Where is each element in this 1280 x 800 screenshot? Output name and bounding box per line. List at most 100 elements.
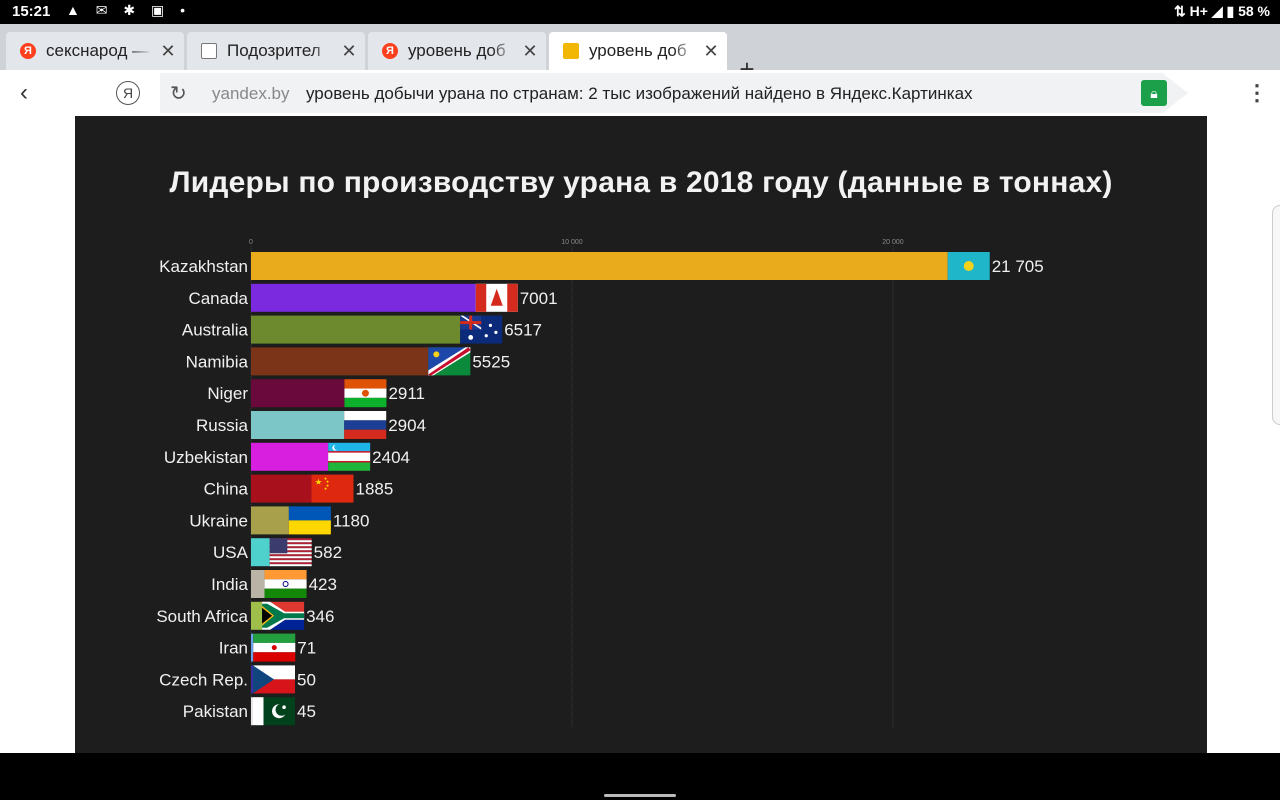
india-flag (264, 570, 307, 598)
south-africa-flag (262, 601, 305, 630)
bar-chart: 0 10 000 20 000 Kazakhstan 21 705 Canada 7001 A… (156, 239, 1044, 728)
tab-1[interactable]: Я секснарод — ✕ (6, 32, 184, 70)
china-flag (311, 474, 354, 503)
notification-icons: ▲ ✉ ✱ ▣ • (66, 2, 192, 18)
tab-4-active[interactable]: уровень доб ✕ (549, 32, 727, 70)
value-label: 582 (314, 543, 342, 562)
cell-signal-icon: ◢ (1207, 3, 1227, 19)
tab-2[interactable]: Подозрител ✕ (187, 32, 365, 70)
navigation-bar (0, 753, 1280, 800)
status-bar: 15:21 ▲ ✉ ✱ ▣ • ⇅ H+ ◢ ▮ 58 % (0, 0, 1280, 24)
kazakhstan-flag (947, 252, 990, 280)
tab-label: уровень доб (408, 41, 506, 60)
value-label: 2911 (388, 384, 425, 403)
value-label: 21 705 (992, 257, 1044, 276)
value-label: 346 (306, 607, 334, 626)
chart-title: Лидеры по производству урана в 2018 году… (169, 166, 1113, 199)
battery-icon: ▮ (1226, 3, 1239, 19)
value-label: 6517 (504, 321, 542, 340)
x-tick-label: 10 000 (561, 239, 583, 246)
menu-dots-icon[interactable]: ⋮ (1246, 80, 1268, 105)
category-label: South Africa (156, 607, 248, 626)
category-label: Australia (182, 321, 249, 340)
category-label: Kazakhstan (159, 257, 248, 276)
niger-flag (344, 379, 387, 408)
url-field[interactable] (160, 73, 1188, 113)
close-tab-icon[interactable]: ✕ (341, 40, 357, 61)
bar (251, 601, 263, 630)
bar (251, 697, 253, 726)
home-indicator[interactable] (604, 794, 676, 797)
value-label: 423 (309, 575, 337, 594)
x-tick-label: 20 000 (882, 239, 904, 246)
category-label: Canada (188, 289, 248, 308)
close-tab-icon[interactable]: ✕ (160, 40, 176, 61)
value-label: 71 (297, 639, 316, 658)
close-tab-icon[interactable]: ✕ (522, 40, 538, 61)
status-time: 15:21 (12, 3, 51, 20)
pakistan-flag (253, 697, 295, 726)
yandex-logo-icon[interactable]: Я (116, 81, 140, 105)
category-label: Namibia (186, 352, 249, 371)
category-label: Ukraine (189, 511, 248, 530)
bar (251, 665, 253, 694)
canada-flag (475, 283, 518, 312)
tab-strip: Я секснарод — ✕ Подозрител ✕ Я уровень д… (0, 24, 1280, 84)
network-type: H+ (1189, 3, 1208, 19)
australia-flag (460, 315, 503, 344)
category-label: Iran (219, 639, 248, 658)
namibia-flag (428, 347, 471, 376)
bar (251, 283, 476, 312)
bar (251, 442, 329, 471)
bar (251, 252, 948, 280)
russia-flag (344, 411, 387, 439)
yandex-favicon-icon: Я (382, 43, 398, 59)
signal-icon: ⇅ (1174, 3, 1190, 19)
tab-label: Подозрител (227, 41, 321, 60)
value-label: 50 (297, 670, 316, 689)
category-label: China (204, 480, 249, 499)
bar (251, 474, 312, 503)
tab-label: секснарод — (46, 41, 150, 60)
bar (251, 347, 429, 376)
page-favicon-icon (201, 43, 217, 59)
side-panel-handle[interactable] (1272, 205, 1280, 425)
bar (251, 315, 461, 344)
category-label: India (211, 575, 248, 594)
back-arrow-icon[interactable]: ‹ (20, 79, 28, 106)
usa-flag (269, 538, 312, 567)
close-tab-icon[interactable]: ✕ (703, 40, 719, 61)
uzbekistan-flag (328, 442, 371, 471)
image-favicon-icon (563, 43, 579, 59)
category-label: Uzbekistan (164, 448, 248, 467)
status-right: ⇅ H+ ◢ ▮ 58 % (1174, 3, 1270, 20)
category-label: Russia (196, 416, 249, 435)
bar (251, 379, 345, 408)
bar (251, 570, 265, 598)
url-domain[interactable]: yandex.by (212, 84, 290, 103)
category-label: Pakistan (183, 702, 248, 721)
bar (251, 633, 254, 662)
battery-level: 58 % (1238, 3, 1270, 19)
address-bar: ‹ Я ↻ yandex.by уровень добычи урана по … (0, 70, 1280, 116)
category-label: Niger (207, 384, 248, 403)
bar (251, 411, 345, 439)
value-label: 1885 (356, 480, 394, 499)
bar (251, 506, 289, 535)
value-label: 2904 (388, 416, 426, 435)
reload-icon[interactable]: ↻ (170, 83, 187, 105)
x-tick-label: 0 (249, 239, 253, 246)
chart-image[interactable]: Лидеры по производству урана в 2018 году… (75, 116, 1207, 753)
value-label: 2404 (372, 448, 410, 467)
ukraine-flag (288, 506, 331, 535)
lock-icon[interactable]: 🔒︎ (1141, 80, 1167, 106)
value-label: 1180 (333, 511, 370, 530)
value-label: 5525 (472, 352, 510, 371)
czech-flag (253, 665, 295, 694)
tab-3[interactable]: Я уровень доб ✕ (368, 32, 546, 70)
value-label: 7001 (520, 289, 558, 308)
tab-label: уровень доб (589, 41, 687, 60)
page-title[interactable]: уровень добычи урана по странам: 2 тыс и… (306, 84, 973, 103)
yandex-favicon-icon: Я (20, 43, 36, 59)
iran-flag (253, 633, 296, 662)
